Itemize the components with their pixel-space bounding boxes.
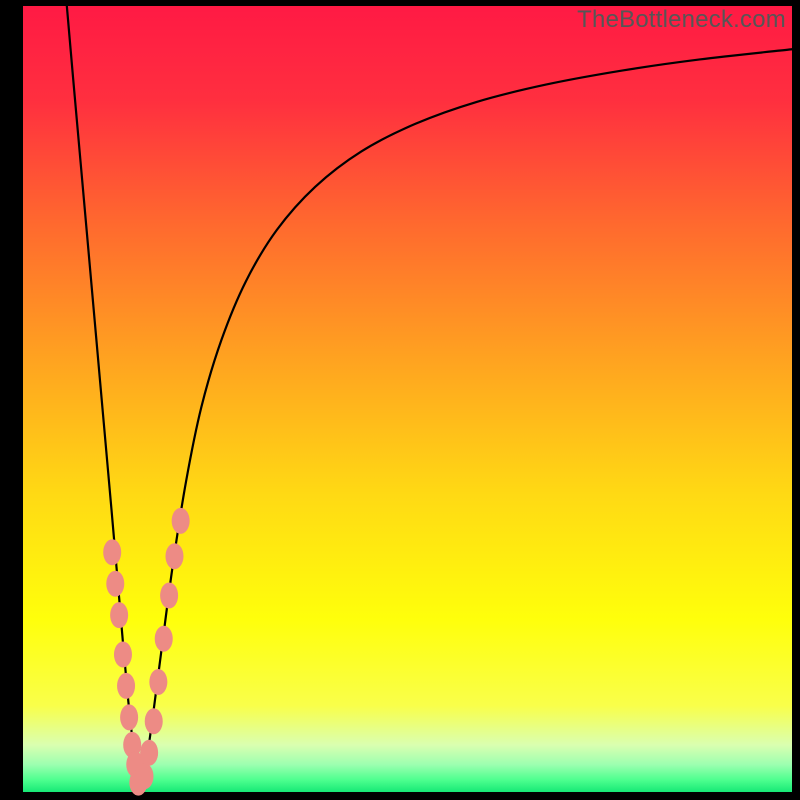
data-marker — [136, 763, 154, 789]
data-marker — [120, 704, 138, 730]
data-marker — [155, 626, 173, 652]
data-marker — [140, 740, 158, 766]
data-marker — [149, 669, 167, 695]
data-marker — [110, 602, 128, 628]
data-marker — [172, 508, 190, 534]
data-marker — [117, 673, 135, 699]
data-marker — [103, 539, 121, 565]
curve-layer — [23, 6, 792, 792]
data-marker — [165, 543, 183, 569]
data-marker — [106, 571, 124, 597]
plot-area — [23, 6, 792, 792]
data-marker — [145, 708, 163, 734]
data-marker — [114, 641, 132, 667]
data-marker — [160, 583, 178, 609]
curve-right-branch — [140, 49, 792, 792]
bottleneck-chart: TheBottleneck.com — [0, 0, 800, 800]
watermark-text: TheBottleneck.com — [577, 6, 786, 34]
